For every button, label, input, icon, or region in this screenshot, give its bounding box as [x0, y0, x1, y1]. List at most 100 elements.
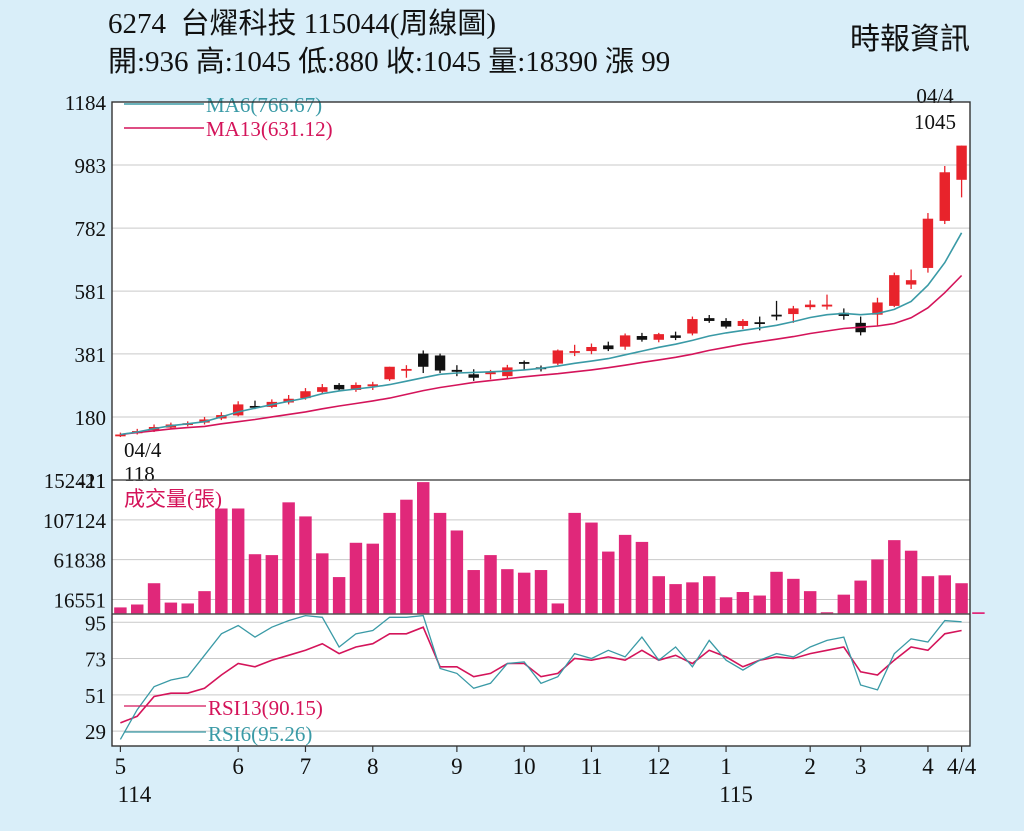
candle-body	[249, 405, 261, 408]
volume-bar	[248, 554, 262, 614]
x-tick-label: 1	[720, 754, 732, 779]
volume-bar	[299, 516, 312, 614]
volume-bar	[349, 542, 363, 614]
candle-body	[905, 280, 917, 285]
volume-bar	[131, 604, 144, 614]
x-tick-label: 6	[232, 754, 244, 779]
rsi-tick-label: 73	[85, 648, 106, 672]
price-tick-label: 180	[75, 406, 107, 430]
rsi-tick-label: 29	[85, 720, 106, 744]
candle-body	[771, 314, 782, 317]
x-tick-label: 5	[115, 754, 127, 779]
candle-body	[115, 434, 126, 437]
candle-body	[704, 318, 715, 321]
candle-body	[838, 312, 850, 316]
candle-body	[300, 391, 311, 399]
price-tick-label: 581	[75, 280, 107, 304]
source-label: 時報資訊	[850, 23, 970, 56]
volume-tick-label: 107124	[43, 509, 107, 533]
volume-bar	[534, 570, 548, 614]
plot-frame	[111, 101, 971, 747]
candle-body	[872, 302, 883, 315]
volume-bar	[568, 512, 581, 614]
high-annotation-date: 04/4	[916, 84, 954, 108]
candle-body	[754, 322, 765, 325]
volume-bar	[450, 530, 464, 614]
volume-bar	[820, 612, 834, 614]
candle-body	[889, 275, 900, 306]
volume-bar	[921, 576, 935, 614]
x-tick-label: 4/4	[947, 754, 977, 779]
volume-bar	[433, 512, 447, 614]
price-tick-label: 381	[75, 343, 107, 367]
candle-body	[468, 374, 479, 378]
volume-bar	[904, 550, 918, 614]
volume-bar	[837, 594, 851, 614]
volume-bar	[854, 580, 867, 614]
rsi-tick-label: 51	[85, 684, 106, 708]
ma13-line	[120, 274, 963, 436]
stock-code: 6274	[108, 8, 166, 40]
x-tick-label: 2	[804, 754, 816, 779]
volume-bar	[652, 576, 665, 614]
candle-body	[737, 320, 749, 326]
volume-bar	[383, 512, 396, 614]
price-tick-label: 1184	[65, 91, 107, 115]
x-tick-label: 9	[451, 754, 463, 779]
volume-bar	[787, 578, 800, 614]
candle-body	[804, 304, 816, 308]
rsi6-legend-label: RSI6(95.26)	[208, 722, 312, 746]
volume-bar	[501, 569, 514, 614]
volume-bar	[366, 543, 379, 614]
volume-bar	[551, 603, 565, 614]
candle-body	[384, 366, 395, 380]
candle-body	[485, 372, 496, 375]
volume-bar	[147, 583, 161, 614]
x-tick-label: 10	[513, 754, 536, 779]
plot-area	[112, 102, 970, 746]
volume-bar	[955, 583, 968, 614]
candle-body	[418, 353, 429, 367]
price-legend-label: MA13(631.12)	[206, 117, 333, 141]
date-code: 115044	[303, 8, 390, 40]
rsi-tick-label: 95	[85, 611, 106, 635]
volume-bar	[669, 584, 682, 614]
candle-body	[350, 384, 362, 390]
candle-body	[317, 387, 328, 392]
candle-body	[333, 384, 345, 390]
price-legend-label: MA6(766.67)	[206, 93, 322, 117]
x-tick-label: 4	[922, 754, 934, 779]
candle-body	[552, 350, 564, 364]
candle-body	[434, 355, 446, 371]
candle-body	[636, 336, 648, 340]
volume-bar	[703, 576, 716, 614]
volume-bar	[770, 571, 783, 614]
volume-bar	[316, 553, 329, 614]
volume-label: 成交量(張)	[124, 487, 222, 511]
chart-title: 6274 台燿科技 115044(周線圖)	[108, 8, 496, 40]
volume-bar	[888, 540, 901, 614]
volume-bar	[753, 595, 766, 614]
volume-bar	[635, 541, 649, 614]
low-annotation-value: 118	[124, 462, 155, 486]
candle-body	[922, 218, 934, 268]
x-tick-label: 7	[300, 754, 312, 779]
volume-tick-label: 16551	[54, 588, 107, 612]
candle-body	[586, 346, 597, 352]
candle-body	[401, 368, 412, 371]
volume-bar	[618, 534, 632, 614]
x-tick-label: 8	[367, 754, 379, 779]
rsi13-line	[120, 626, 962, 724]
candle-body	[653, 334, 664, 340]
candle-body	[367, 384, 378, 387]
x-tick-label: 11	[580, 754, 602, 779]
x-year-label: 115	[719, 782, 753, 807]
candle-body	[670, 335, 681, 338]
volume-bar	[198, 591, 211, 614]
volume-bar	[938, 575, 951, 614]
candle-body	[619, 335, 631, 347]
volume-bar	[484, 555, 497, 614]
candle-body	[788, 308, 799, 315]
volume-tick-label: 61838	[54, 549, 107, 573]
